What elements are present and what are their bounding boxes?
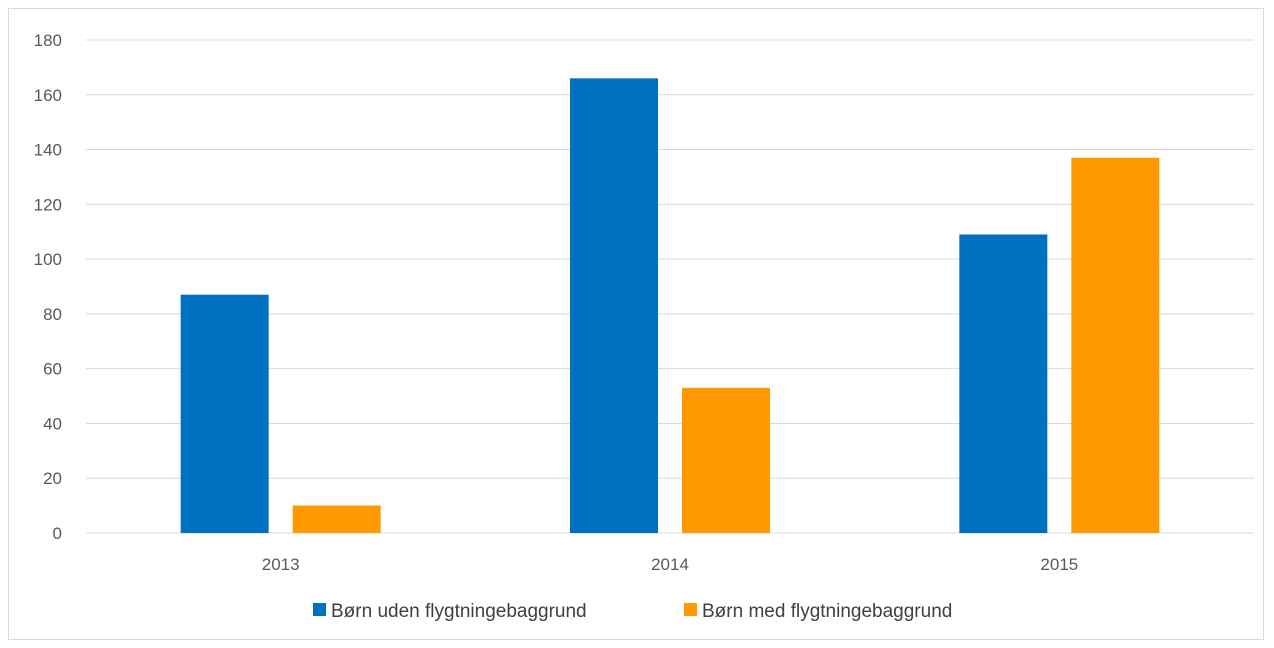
y-tick-label: 180 xyxy=(34,31,62,50)
bar-2013-series-1 xyxy=(180,294,269,533)
y-tick-label: 40 xyxy=(43,414,62,433)
y-tick-label: 120 xyxy=(34,195,62,214)
bar-2014-series-1 xyxy=(570,78,658,533)
x-axis-ticks: 2013 2014 2015 xyxy=(262,555,1078,574)
legend: Børn uden flygtningebaggrund Børn med fly… xyxy=(313,601,952,622)
legend-swatch xyxy=(684,603,697,616)
bar-2013-series-2 xyxy=(292,505,381,533)
y-axis-ticks: 0 20 40 60 80 100 120 140 160 180 xyxy=(34,31,62,543)
y-tick-label: 80 xyxy=(43,305,62,324)
bar-2015-series-1 xyxy=(959,234,1048,533)
y-tick-label: 20 xyxy=(43,469,62,488)
y-tick-label: 60 xyxy=(43,360,62,379)
x-tick-label: 2014 xyxy=(651,555,689,574)
x-tick-label: 2013 xyxy=(262,555,300,574)
bar-2015-series-2 xyxy=(1071,157,1160,533)
legend-label: Børn med flygtningebaggrund xyxy=(702,601,952,622)
y-tick-label: 100 xyxy=(34,250,62,269)
x-tick-label: 2015 xyxy=(1040,555,1078,574)
y-tick-label: 160 xyxy=(34,86,62,105)
legend-label: Børn uden flygtningebaggrund xyxy=(331,601,587,622)
y-tick-label: 0 xyxy=(53,524,62,543)
gridlines xyxy=(86,39,1254,534)
bars xyxy=(180,78,1160,533)
bar-2014-series-2 xyxy=(682,387,770,533)
legend-swatch xyxy=(313,603,326,616)
y-tick-label: 140 xyxy=(34,141,62,160)
